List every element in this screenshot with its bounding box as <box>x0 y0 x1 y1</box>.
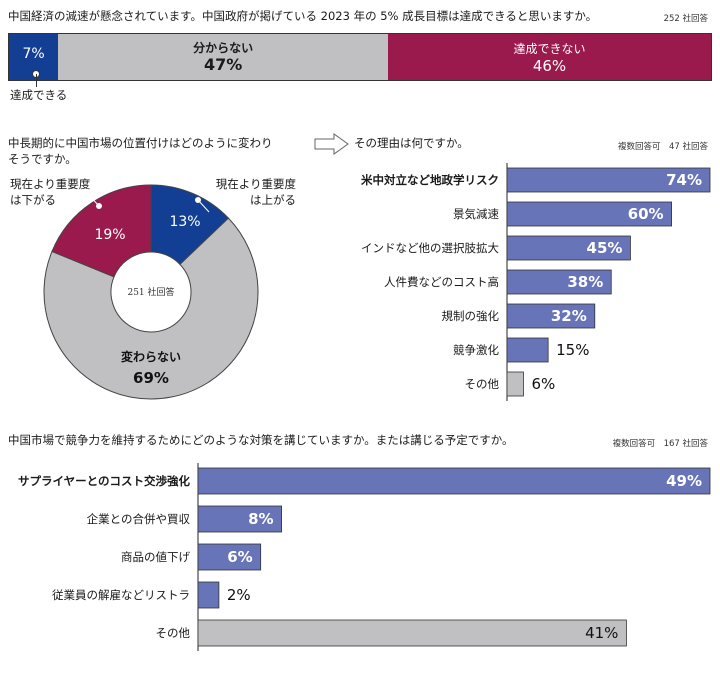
q2-callouts <box>87 193 210 213</box>
q3-value-label: 45% <box>587 239 623 257</box>
arrow-right-icon <box>314 133 350 159</box>
q1-question: 中国経済の減速が懸念されています。中国政府が掲げている 2023 年の 5% 成… <box>8 9 598 23</box>
q3-category-label: 規制の強化 <box>442 309 500 323</box>
q4-bar-chart: サプライヤーとのコスト交渉強化 49% 企業との合併や買収 8% 商品の値下げ 6% 従業員… <box>18 463 711 651</box>
q1-segment-pct: 7% <box>22 46 45 62</box>
q3-value-label: 74% <box>666 171 702 189</box>
q4-category-label: 従業員の解雇などリストラ <box>52 588 190 602</box>
q2-slice-pct-same: 69% <box>133 369 169 387</box>
q3-bar <box>506 371 524 397</box>
q4-category-label: サプライヤーとのコスト交渉強化 <box>18 474 191 488</box>
q1-respondents: 252 社回答 <box>663 14 708 24</box>
q4-value-label: 49% <box>666 472 702 490</box>
q2-center-label: 251 社回答 <box>127 286 174 298</box>
q1-segment-achievable: 7% <box>9 34 59 80</box>
q2-question-line2: そうですか。 <box>8 152 77 166</box>
q1-leader-line <box>36 74 37 87</box>
q1-segment-label: 達成できない <box>513 42 586 56</box>
q4-bar <box>197 619 627 647</box>
q4-value-label: 2% <box>227 586 251 604</box>
q3-category-label: 人件費などのコスト高 <box>384 275 499 289</box>
q3-bar <box>506 167 711 193</box>
q1-segment-not-achievable: 達成できない 46% <box>388 34 711 80</box>
q4-value-label: 6% <box>227 548 252 566</box>
q3-bar <box>506 303 596 329</box>
q4-value-label: 8% <box>248 510 273 528</box>
q2-slice-pct-increase: 13% <box>169 214 200 230</box>
q3-value-label: 32% <box>551 307 587 325</box>
q4-bar <box>197 581 220 609</box>
q4-category-label: 商品の値下げ <box>121 550 190 564</box>
donut-slice-same <box>43 217 259 400</box>
q2-question-line1: 中長期的に中国市場の位置付けはどのように変わり <box>8 136 273 150</box>
q4-respondents: 複数回答可 167 社回答 <box>612 439 708 449</box>
q1-achievable-label: 達成できる <box>10 88 68 102</box>
q1-segment-label: 分からない <box>193 41 254 55</box>
q3-category-label: インドなど他の選択肢拡大 <box>361 241 499 255</box>
q3-bar <box>506 201 672 227</box>
q2-label-increase-1: 現在より重要度 <box>216 177 297 191</box>
q2-label-increase-2: は上がる <box>250 193 296 207</box>
q1-segment-pct: 47% <box>203 55 243 74</box>
q2-label-decrease-2: は下がる <box>10 193 56 207</box>
q3-value-label: 60% <box>628 205 664 223</box>
q2-slice-label-same: 変わらない <box>121 349 181 364</box>
q4-bar <box>197 543 262 571</box>
q3-bar <box>506 235 631 261</box>
q3-category-label: 米中対立など地政学リスク <box>360 173 499 187</box>
q3-value-label: 15% <box>556 341 589 359</box>
q3-category-label: 景気減速 <box>453 207 499 221</box>
q3-question: その理由は何ですか。 <box>354 136 469 150</box>
q3-bar <box>506 337 549 363</box>
q3-bar <box>506 269 612 295</box>
q1-segment-unknown: 分からない 47% <box>58 34 389 80</box>
q3-category-label: その他 <box>465 377 500 391</box>
donut-slice-decrease <box>51 184 152 278</box>
q2-slice-pct-decrease: 19% <box>94 227 125 243</box>
q3-category-label: 競争激化 <box>453 343 499 357</box>
q3-bar-chart: 米中対立など地政学リスク 74% 景気減速 60% インドなど他の選択肢拡大 45% 人件費… <box>360 163 711 401</box>
q4-question: 中国市場で競争力を維持するためにどのような対策を講じていますか。または講じる予定… <box>8 433 514 447</box>
q4-value-label: 41% <box>585 624 618 642</box>
q4-bar <box>197 505 282 533</box>
q4-category-label: 企業との合併や買収 <box>87 512 191 526</box>
q4-bar <box>197 467 711 495</box>
q3-value-label: 6% <box>531 375 555 393</box>
q2-label-decrease-1: 現在より重要度 <box>10 177 91 191</box>
q3-value-label: 38% <box>567 273 603 291</box>
q3-respondents: 複数回答可 47 社回答 <box>617 142 708 152</box>
q1-stacked-bar: 7% 分からない 47% 達成できない 46% <box>8 33 712 81</box>
q1-segment-pct: 46% <box>532 57 567 75</box>
q4-category-label: その他 <box>156 626 191 640</box>
